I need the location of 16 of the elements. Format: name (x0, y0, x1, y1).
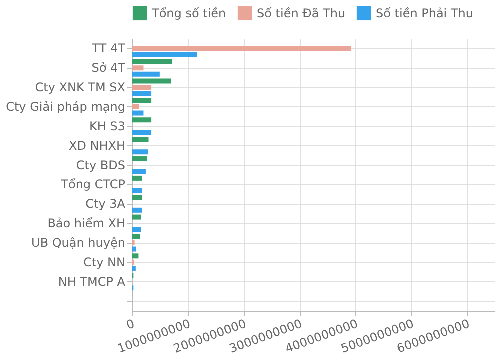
y-tick-label: Cty BDS (76, 158, 126, 172)
y-tick-label: UB Quận huyện (32, 236, 126, 250)
y-tick-label: Bảo hiểm XH (48, 216, 126, 231)
y-tick-label: Cty Giải pháp mạng (6, 100, 126, 114)
y-tick-label: TT 4T (91, 42, 126, 56)
y-tick-label: KH S3 (90, 119, 126, 134)
y-tick-label: Cty 3A (86, 197, 126, 212)
y-tick-label: NH TMCP A (58, 274, 126, 289)
y-tick-label: Sở 4T (92, 61, 126, 76)
y-tick-label: Cty XNK TM SX (35, 80, 126, 95)
legend-label: Số tiền Đã Thu (257, 6, 346, 20)
y-tick-label: XD NHXH (68, 138, 126, 153)
y-tick-label: Tổng CTCP (60, 178, 126, 192)
legend-label: Số tiền Phải Thu (376, 6, 474, 20)
y-tick-label: Cty NN (84, 255, 126, 270)
legend-label: Tổng số tiền (151, 6, 226, 20)
